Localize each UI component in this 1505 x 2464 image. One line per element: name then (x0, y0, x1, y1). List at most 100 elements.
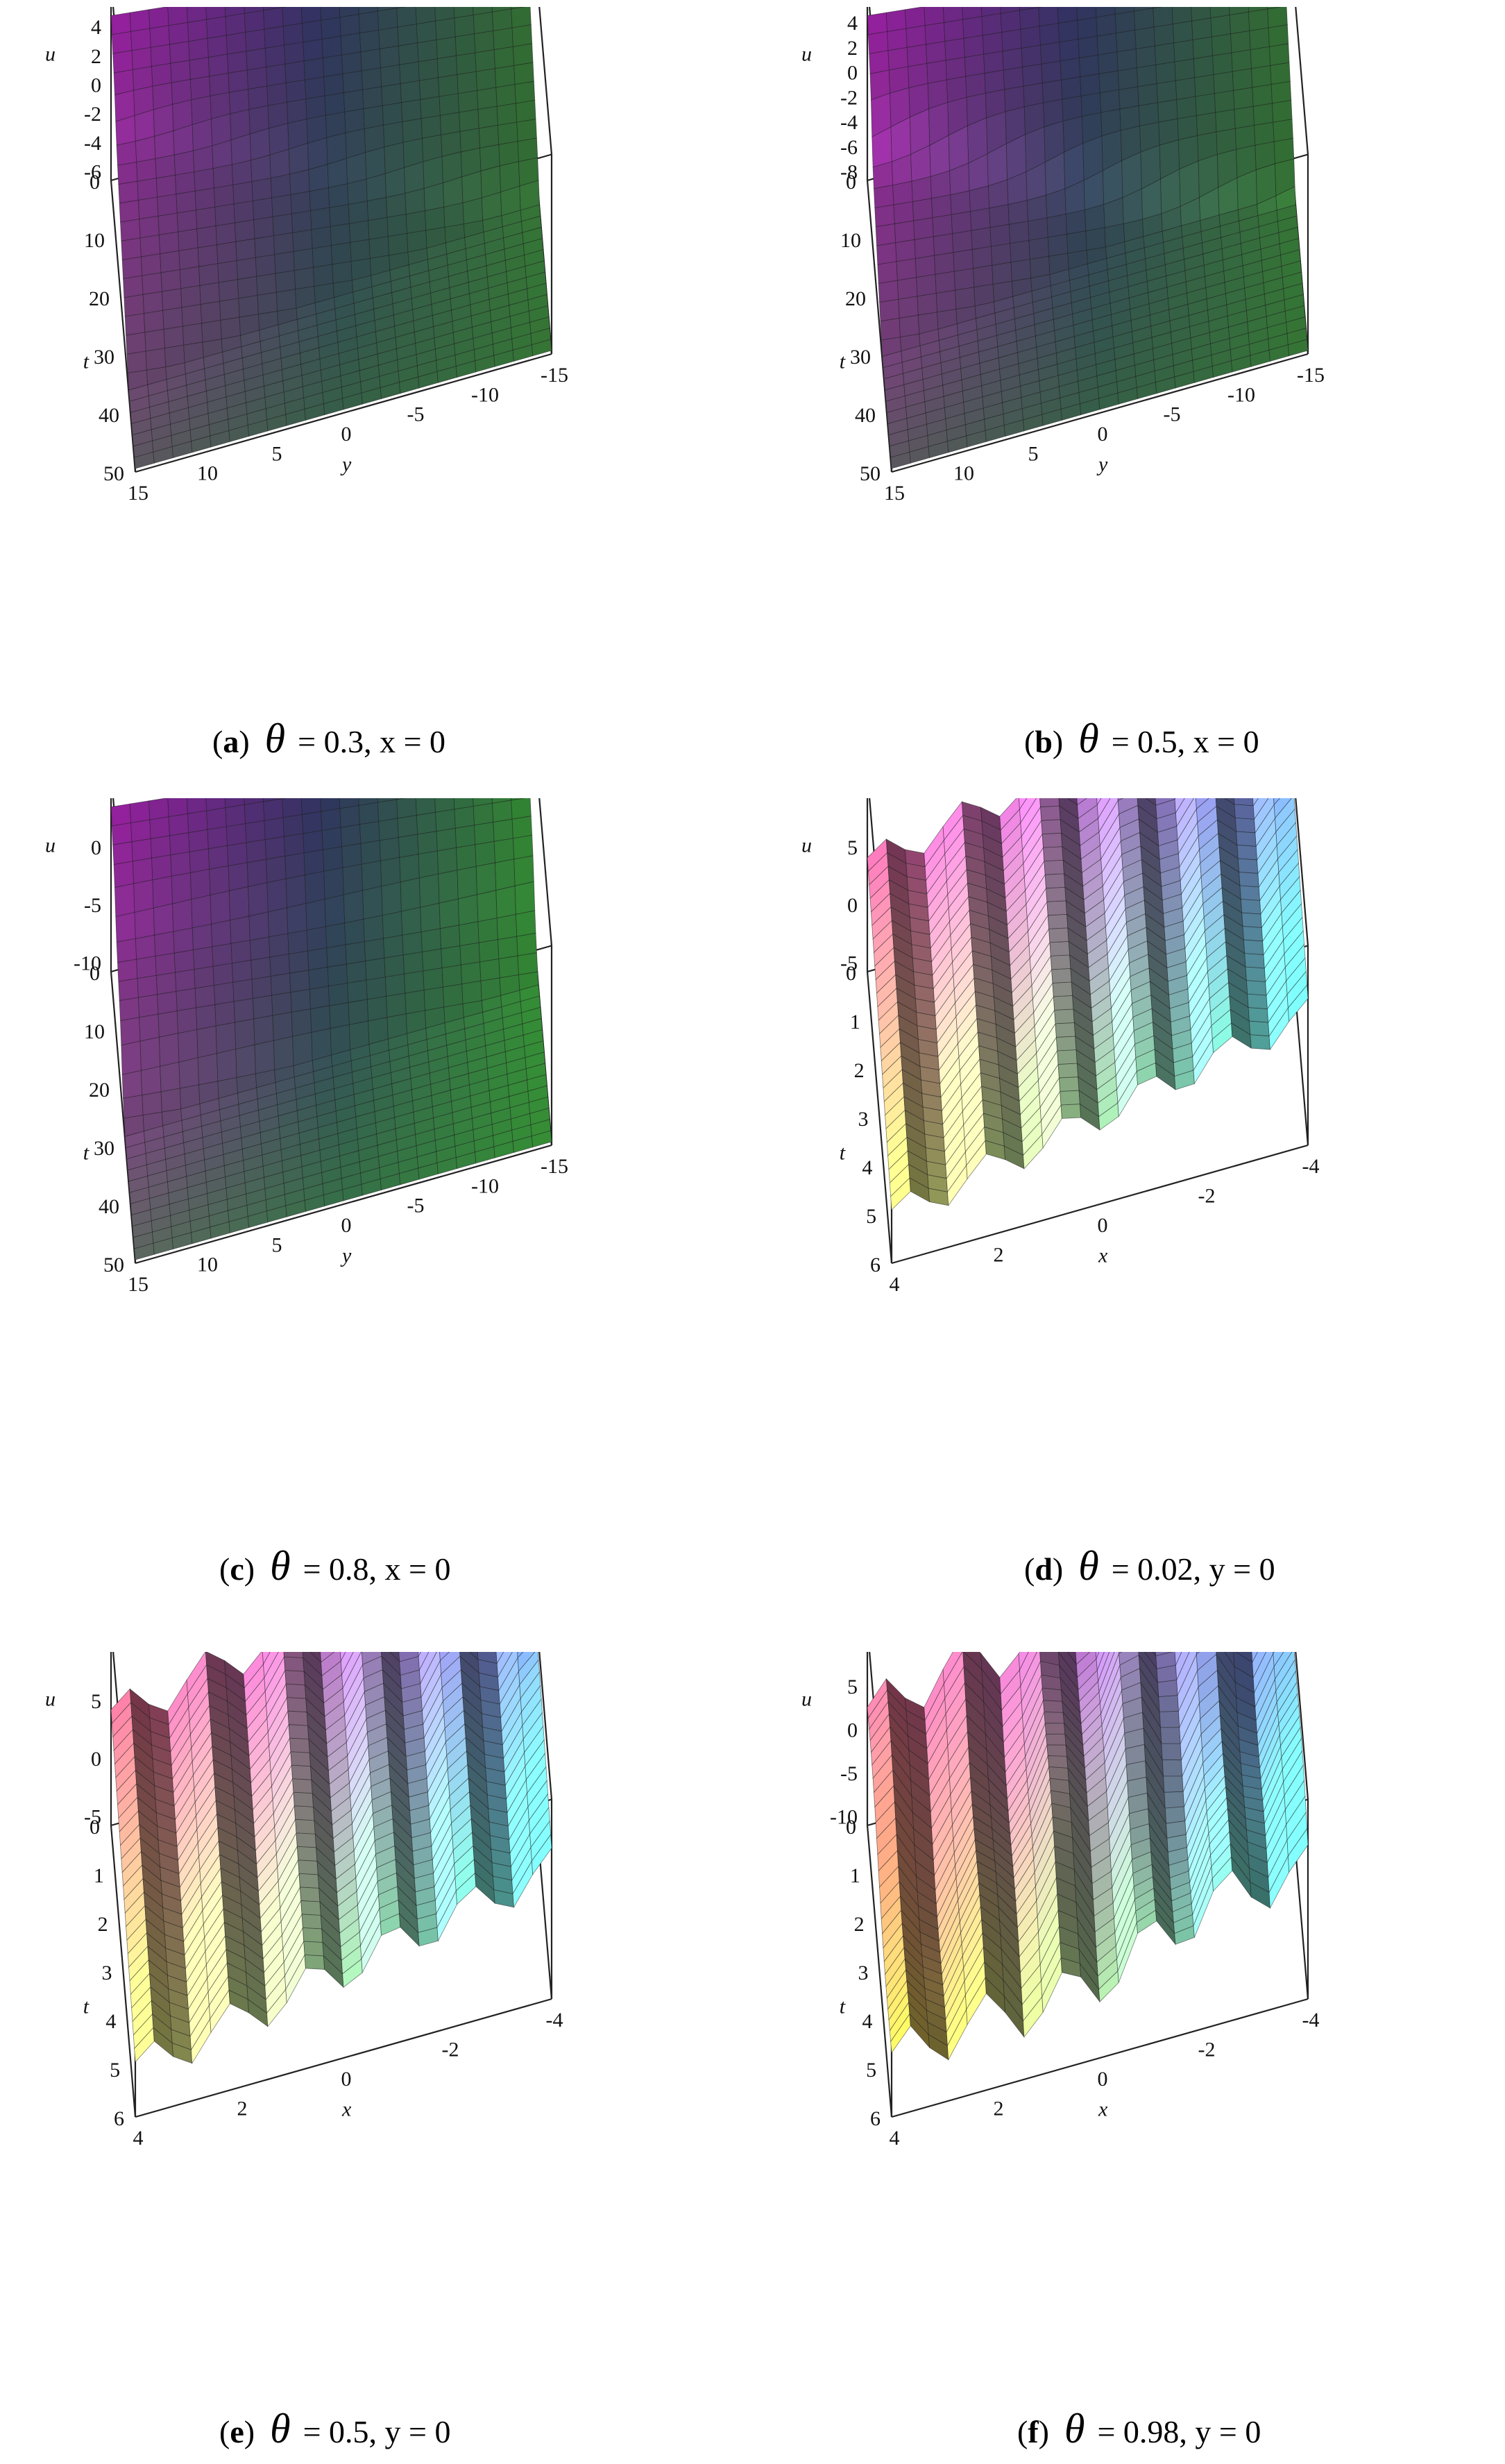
surface-cell (249, 936, 271, 961)
surface-cell (160, 1061, 180, 1092)
surface-cell (178, 1029, 198, 1063)
t-tick-label: 0 (846, 1816, 856, 1839)
u-tick-label: 2 (847, 37, 858, 60)
surface-cell (359, 29, 380, 53)
surface-cell (299, 1887, 321, 1902)
surface-cell (178, 247, 200, 270)
caption-a-text: = 0.3, x = 0 (298, 724, 446, 759)
surface-cell (457, 90, 479, 113)
surface-cell (237, 276, 258, 299)
surface-cell (214, 203, 235, 226)
surface-cell (876, 242, 897, 265)
surface-cell (275, 289, 297, 312)
surface-cell (137, 178, 158, 201)
surface-cell (1010, 259, 1032, 282)
surface-cell (498, 121, 518, 145)
surface-cell (368, 236, 390, 259)
surface-cell (477, 918, 498, 943)
surface-cell (1233, 87, 1254, 110)
surface-cell (216, 1048, 237, 1082)
theta-symbol: θ (1064, 2406, 1085, 2452)
surface (110, 0, 552, 469)
surface-cell (210, 890, 231, 925)
surface-cell (516, 910, 536, 937)
surface-cell (123, 275, 144, 298)
surface-cell (248, 911, 270, 941)
surface-cell (256, 273, 277, 296)
surface-cell (361, 860, 382, 891)
surface-cell (214, 981, 235, 1005)
surface-cell (233, 200, 255, 223)
surface-cell (1153, 4, 1173, 28)
surface-cell (294, 267, 315, 290)
t-tick-label: 20 (89, 1079, 110, 1102)
surface-cell (459, 921, 479, 946)
surface-cell (1153, 24, 1175, 47)
surface-cell (323, 73, 344, 96)
u-tick-label: -10 (74, 952, 101, 975)
surface-cell (1044, 873, 1066, 889)
h-tick-label: -15 (541, 364, 568, 387)
caption-e-letter: e (230, 2414, 244, 2449)
surface-cell (475, 68, 497, 91)
surface-cell (228, 88, 250, 115)
surface-cell (207, 826, 228, 850)
surface-cell (124, 294, 144, 317)
surface-cell (1137, 64, 1157, 87)
surface-cell (1232, 68, 1253, 91)
surface-cell (245, 28, 266, 52)
surface-cell (1249, 27, 1270, 50)
surface-cell (1195, 93, 1216, 116)
surface-cell (386, 993, 407, 1018)
h-tick-label: 0 (1098, 423, 1108, 446)
surface-cell (126, 351, 147, 373)
surface-cell (264, 836, 286, 860)
surface-cell (310, 1005, 331, 1033)
surface-cell (326, 132, 347, 165)
surface-cell (1054, 1009, 1075, 1024)
surface-cell (130, 28, 151, 51)
surface-cell (212, 963, 234, 986)
surface-cell (456, 844, 477, 871)
surface-cell (158, 231, 180, 255)
surface-cell (282, 1643, 304, 1658)
surface-cell (235, 1018, 255, 1049)
surface-cell (402, 118, 423, 143)
surface-cell (148, 6, 169, 29)
t-tick-label: 6 (870, 2107, 881, 2130)
box-edge (110, 971, 137, 1264)
surface-cell (291, 1009, 312, 1037)
surface-cell (211, 920, 232, 947)
surface-cell (176, 210, 198, 233)
surface-cell (343, 890, 364, 924)
surface-cell (495, 885, 516, 919)
surface-cell (1053, 995, 1074, 1011)
surface-cell (284, 60, 305, 83)
axis-label-h: x (1098, 2098, 1108, 2120)
surface-cell (196, 206, 216, 230)
u-tick-label: -10 (830, 1806, 858, 1829)
surface-cell (257, 292, 278, 315)
surface-cell (285, 79, 307, 103)
caption-d-text: = 0.02, y = 0 (1111, 1551, 1275, 1587)
surface-cell (364, 938, 385, 962)
h-tick-label: 2 (994, 1244, 1004, 1267)
h-tick-label: 0 (1098, 2068, 1108, 2091)
surface-cell (168, 22, 189, 45)
surface-cell (475, 841, 495, 867)
surface-cell (368, 217, 389, 240)
surface-cell (905, 25, 926, 48)
surface-cell (475, 49, 495, 72)
surface-cell (1060, 57, 1081, 81)
surface-cell (330, 223, 351, 246)
u-tick-label: 0 (847, 62, 858, 85)
surface-cell (289, 970, 310, 993)
surface-cell (384, 973, 406, 997)
surface-cell (300, 1, 322, 24)
surface-cell (167, 794, 188, 818)
surface-cell (1057, 1049, 1078, 1065)
surface-cell (1078, 35, 1099, 58)
surface-cell (415, 793, 436, 816)
surface-cell (346, 961, 367, 984)
